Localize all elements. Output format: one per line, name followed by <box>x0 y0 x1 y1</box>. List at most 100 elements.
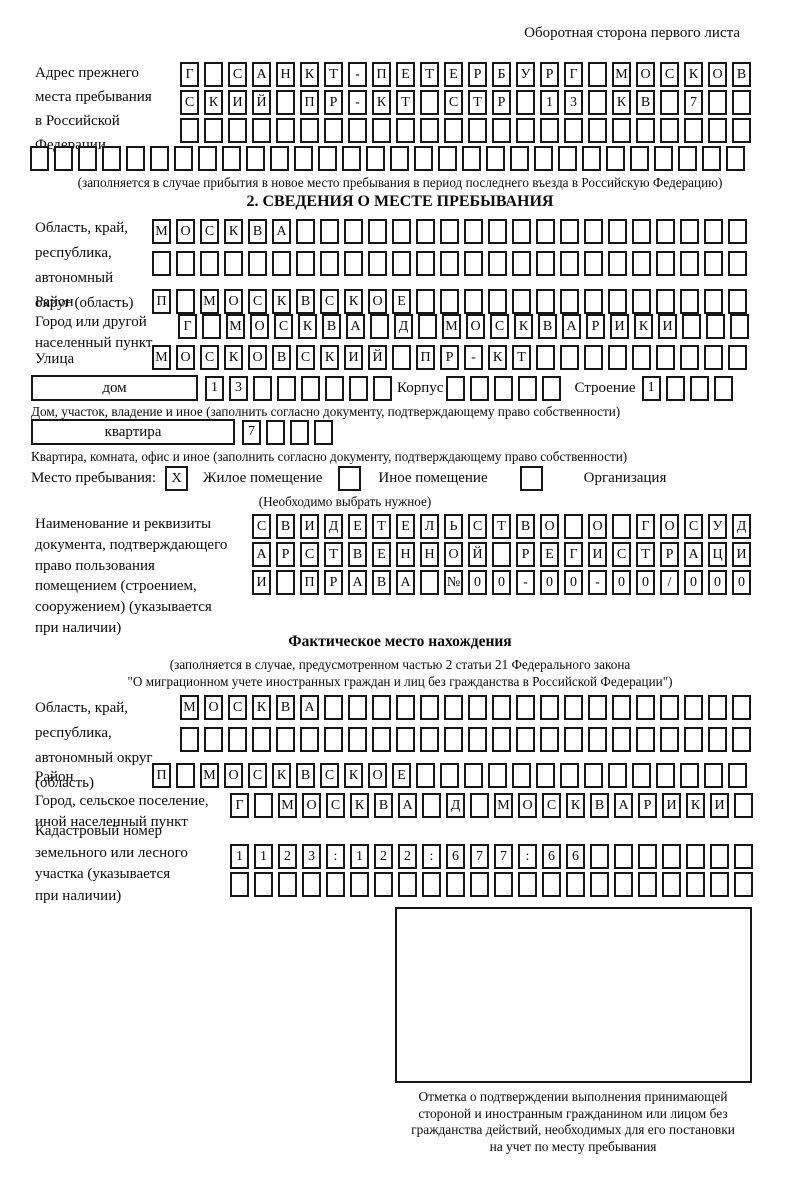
form-cell: 0 <box>540 570 559 595</box>
form-cell: С <box>274 314 293 339</box>
form-cell <box>584 219 603 244</box>
form-cell: О <box>588 514 607 539</box>
form-cell: О <box>636 62 655 87</box>
form-cell <box>732 727 751 752</box>
form-cell <box>710 844 729 869</box>
form-cell: В <box>272 345 291 370</box>
form-cell <box>680 219 699 244</box>
form-cell <box>542 375 562 401</box>
form-cell <box>654 146 673 171</box>
form-cell: И <box>710 793 729 818</box>
form-cell: № <box>444 570 463 595</box>
form-cell <box>344 251 363 276</box>
form-cell <box>252 118 271 143</box>
form-cell <box>590 844 609 869</box>
form-cell <box>708 118 727 143</box>
form-cell <box>348 727 367 752</box>
form-cell <box>708 90 727 115</box>
form-cell: - <box>348 62 367 87</box>
form-cell <box>204 118 223 143</box>
form-cell: И <box>228 90 247 115</box>
form-cell <box>638 872 657 897</box>
form-cell: Г <box>230 793 249 818</box>
form-cell <box>440 763 459 788</box>
form-cell: С <box>612 542 631 567</box>
form-cell <box>30 146 49 171</box>
form-cell <box>420 695 439 720</box>
form-cell: 1 <box>350 844 369 869</box>
mesto-option-2-label: Иное помещение <box>378 470 488 486</box>
form-cell: Р <box>468 62 487 87</box>
form-cell <box>272 251 291 276</box>
form-cell <box>488 289 507 314</box>
form-cell: : <box>422 844 441 869</box>
form-cell <box>704 289 723 314</box>
form-cell: О <box>224 289 243 314</box>
form-cell: Л <box>420 514 439 539</box>
form-cell <box>702 146 721 171</box>
form-cell: Т <box>636 542 655 567</box>
form-cell: Р <box>586 314 605 339</box>
form-cell: - <box>348 90 367 115</box>
form-cell: Н <box>420 542 439 567</box>
form-cell: 3 <box>229 375 248 401</box>
form-cell <box>540 695 559 720</box>
form-cell: К <box>252 695 271 720</box>
fakt-title: Фактическое место нахождения <box>288 633 512 650</box>
form-cell <box>638 844 657 869</box>
form-cell: О <box>466 314 485 339</box>
form-cell: : <box>518 844 537 869</box>
form-cell: Т <box>324 542 343 567</box>
form-cell <box>704 763 723 788</box>
form-cell: В <box>538 314 557 339</box>
form-cell: А <box>396 570 415 595</box>
form-cell <box>512 763 531 788</box>
form-cell <box>728 251 747 276</box>
form-cell: П <box>152 289 171 314</box>
prev-address-caption: (заполняется в случае прибытия в новое м… <box>77 175 723 190</box>
form-cell: С <box>296 345 315 370</box>
doc-label: Наименование и реквизиты документа, подт… <box>35 516 228 636</box>
form-cell <box>512 219 531 244</box>
form-cell <box>560 289 579 314</box>
form-cell <box>348 118 367 143</box>
form-cell <box>301 375 320 401</box>
form-cell: Й <box>468 542 487 567</box>
section2-title: 2. СВЕДЕНИЯ О МЕСТЕ ПРЕБЫВАНИЯ <box>246 193 554 210</box>
form-cell: О <box>708 62 727 87</box>
fakt-oblast-label: Область, край, республика, автономный ок… <box>35 700 153 791</box>
form-cell: К <box>224 219 243 244</box>
form-cell: В <box>372 570 391 595</box>
fakt-oblast-row-2 <box>180 727 756 752</box>
form-cell: С <box>200 219 219 244</box>
form-cell <box>630 146 649 171</box>
form-cell <box>689 375 709 401</box>
form-cell: С <box>228 695 247 720</box>
form-cell: Г <box>636 514 655 539</box>
form-cell: Й <box>368 345 387 370</box>
form-cell: К <box>350 793 369 818</box>
form-cell <box>350 872 369 897</box>
form-cell: Р <box>540 62 559 87</box>
form-cell: Б <box>492 62 511 87</box>
mesto-caption: (Необходимо выбрать нужное) <box>258 494 432 509</box>
form-cell <box>488 763 507 788</box>
form-cell <box>416 289 435 314</box>
form-cell: С <box>252 514 271 539</box>
form-cell <box>320 251 339 276</box>
form-cell: 3 <box>302 844 321 869</box>
form-cell: К <box>634 314 653 339</box>
form-cell <box>684 695 703 720</box>
mesto-option-3-label: Организация <box>583 470 667 486</box>
form-cell <box>420 727 439 752</box>
form-cell <box>372 695 391 720</box>
form-cell <box>252 727 271 752</box>
form-cell <box>632 763 651 788</box>
form-cell: К <box>686 793 705 818</box>
form-cell <box>326 872 345 897</box>
form-cell <box>444 727 463 752</box>
form-cell <box>270 146 289 171</box>
